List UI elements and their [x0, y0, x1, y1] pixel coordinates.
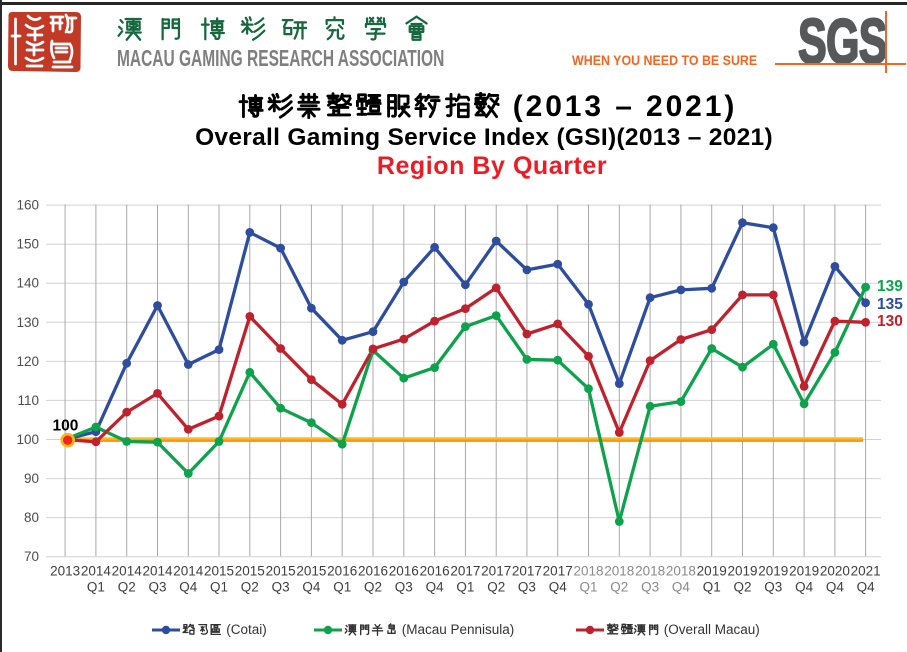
- svg-text:90: 90: [24, 471, 39, 486]
- svg-text:135: 135: [877, 296, 903, 313]
- svg-text:2020: 2020: [820, 564, 850, 579]
- svg-text:Q4: Q4: [795, 580, 814, 595]
- svg-text:100: 100: [53, 418, 79, 435]
- svg-text:130: 130: [16, 315, 39, 330]
- svg-text:Q1: Q1: [333, 580, 351, 595]
- svg-text:Q3: Q3: [272, 580, 290, 595]
- svg-text:139: 139: [877, 278, 903, 295]
- svg-text:2018: 2018: [666, 564, 696, 579]
- svg-text:70: 70: [24, 549, 39, 564]
- svg-text:160: 160: [16, 198, 39, 213]
- svg-text:2019: 2019: [789, 564, 819, 579]
- svg-text:2014: 2014: [173, 564, 204, 579]
- svg-text:2019: 2019: [697, 564, 727, 579]
- svg-text:2019: 2019: [727, 564, 757, 579]
- svg-text:2014: 2014: [142, 564, 173, 579]
- svg-text:Q3: Q3: [764, 580, 782, 595]
- svg-text:Q1: Q1: [87, 580, 105, 595]
- svg-text:130: 130: [877, 313, 903, 330]
- svg-text:2017: 2017: [450, 564, 480, 579]
- svg-text:2018: 2018: [573, 564, 603, 579]
- svg-text:Q4: Q4: [857, 580, 876, 595]
- svg-text:Q4: Q4: [426, 580, 445, 595]
- svg-text:Q2: Q2: [487, 580, 505, 595]
- svg-text:Q1: Q1: [703, 580, 721, 595]
- svg-text:Q3: Q3: [641, 580, 659, 595]
- svg-text:Q3: Q3: [148, 580, 166, 595]
- svg-text:2016: 2016: [327, 564, 357, 579]
- svg-text:2015: 2015: [235, 564, 265, 579]
- svg-text:2016: 2016: [420, 564, 450, 579]
- svg-text:2014: 2014: [81, 564, 112, 579]
- svg-text:Q2: Q2: [733, 580, 751, 595]
- svg-text:Q3: Q3: [518, 580, 536, 595]
- svg-text:80: 80: [24, 510, 39, 525]
- svg-text:Q1: Q1: [579, 580, 597, 595]
- svg-text:Q4: Q4: [549, 580, 568, 595]
- svg-text:120: 120: [16, 354, 39, 369]
- svg-text:Q4: Q4: [302, 580, 321, 595]
- svg-text:2017: 2017: [512, 564, 542, 579]
- svg-text:2016: 2016: [389, 564, 419, 579]
- svg-text:110: 110: [17, 393, 39, 408]
- svg-text:Q4: Q4: [672, 580, 691, 595]
- svg-text:Q2: Q2: [118, 580, 136, 595]
- svg-text:Q2: Q2: [610, 580, 628, 595]
- svg-text:Q2: Q2: [364, 580, 382, 595]
- svg-text:Q1: Q1: [210, 580, 228, 595]
- svg-text:2015: 2015: [296, 564, 326, 579]
- svg-text:2015: 2015: [204, 564, 234, 579]
- svg-text:2018: 2018: [635, 564, 665, 579]
- svg-text:2019: 2019: [758, 564, 788, 579]
- svg-text:2015: 2015: [266, 564, 296, 579]
- svg-text:Q2: Q2: [241, 580, 259, 595]
- svg-text:2013: 2013: [50, 564, 80, 579]
- svg-text:2017: 2017: [543, 564, 573, 579]
- svg-text:2016: 2016: [358, 564, 388, 579]
- svg-text:Q1: Q1: [456, 580, 474, 595]
- svg-text:100: 100: [16, 432, 39, 447]
- svg-text:140: 140: [16, 276, 39, 291]
- svg-text:Q4: Q4: [826, 580, 845, 595]
- svg-text:Q3: Q3: [395, 580, 413, 595]
- svg-text:2018: 2018: [604, 564, 634, 579]
- svg-text:2021: 2021: [851, 564, 881, 579]
- svg-text:Q4: Q4: [179, 580, 198, 595]
- svg-text:150: 150: [16, 237, 39, 252]
- svg-text:2014: 2014: [112, 564, 143, 579]
- svg-text:2017: 2017: [481, 564, 511, 579]
